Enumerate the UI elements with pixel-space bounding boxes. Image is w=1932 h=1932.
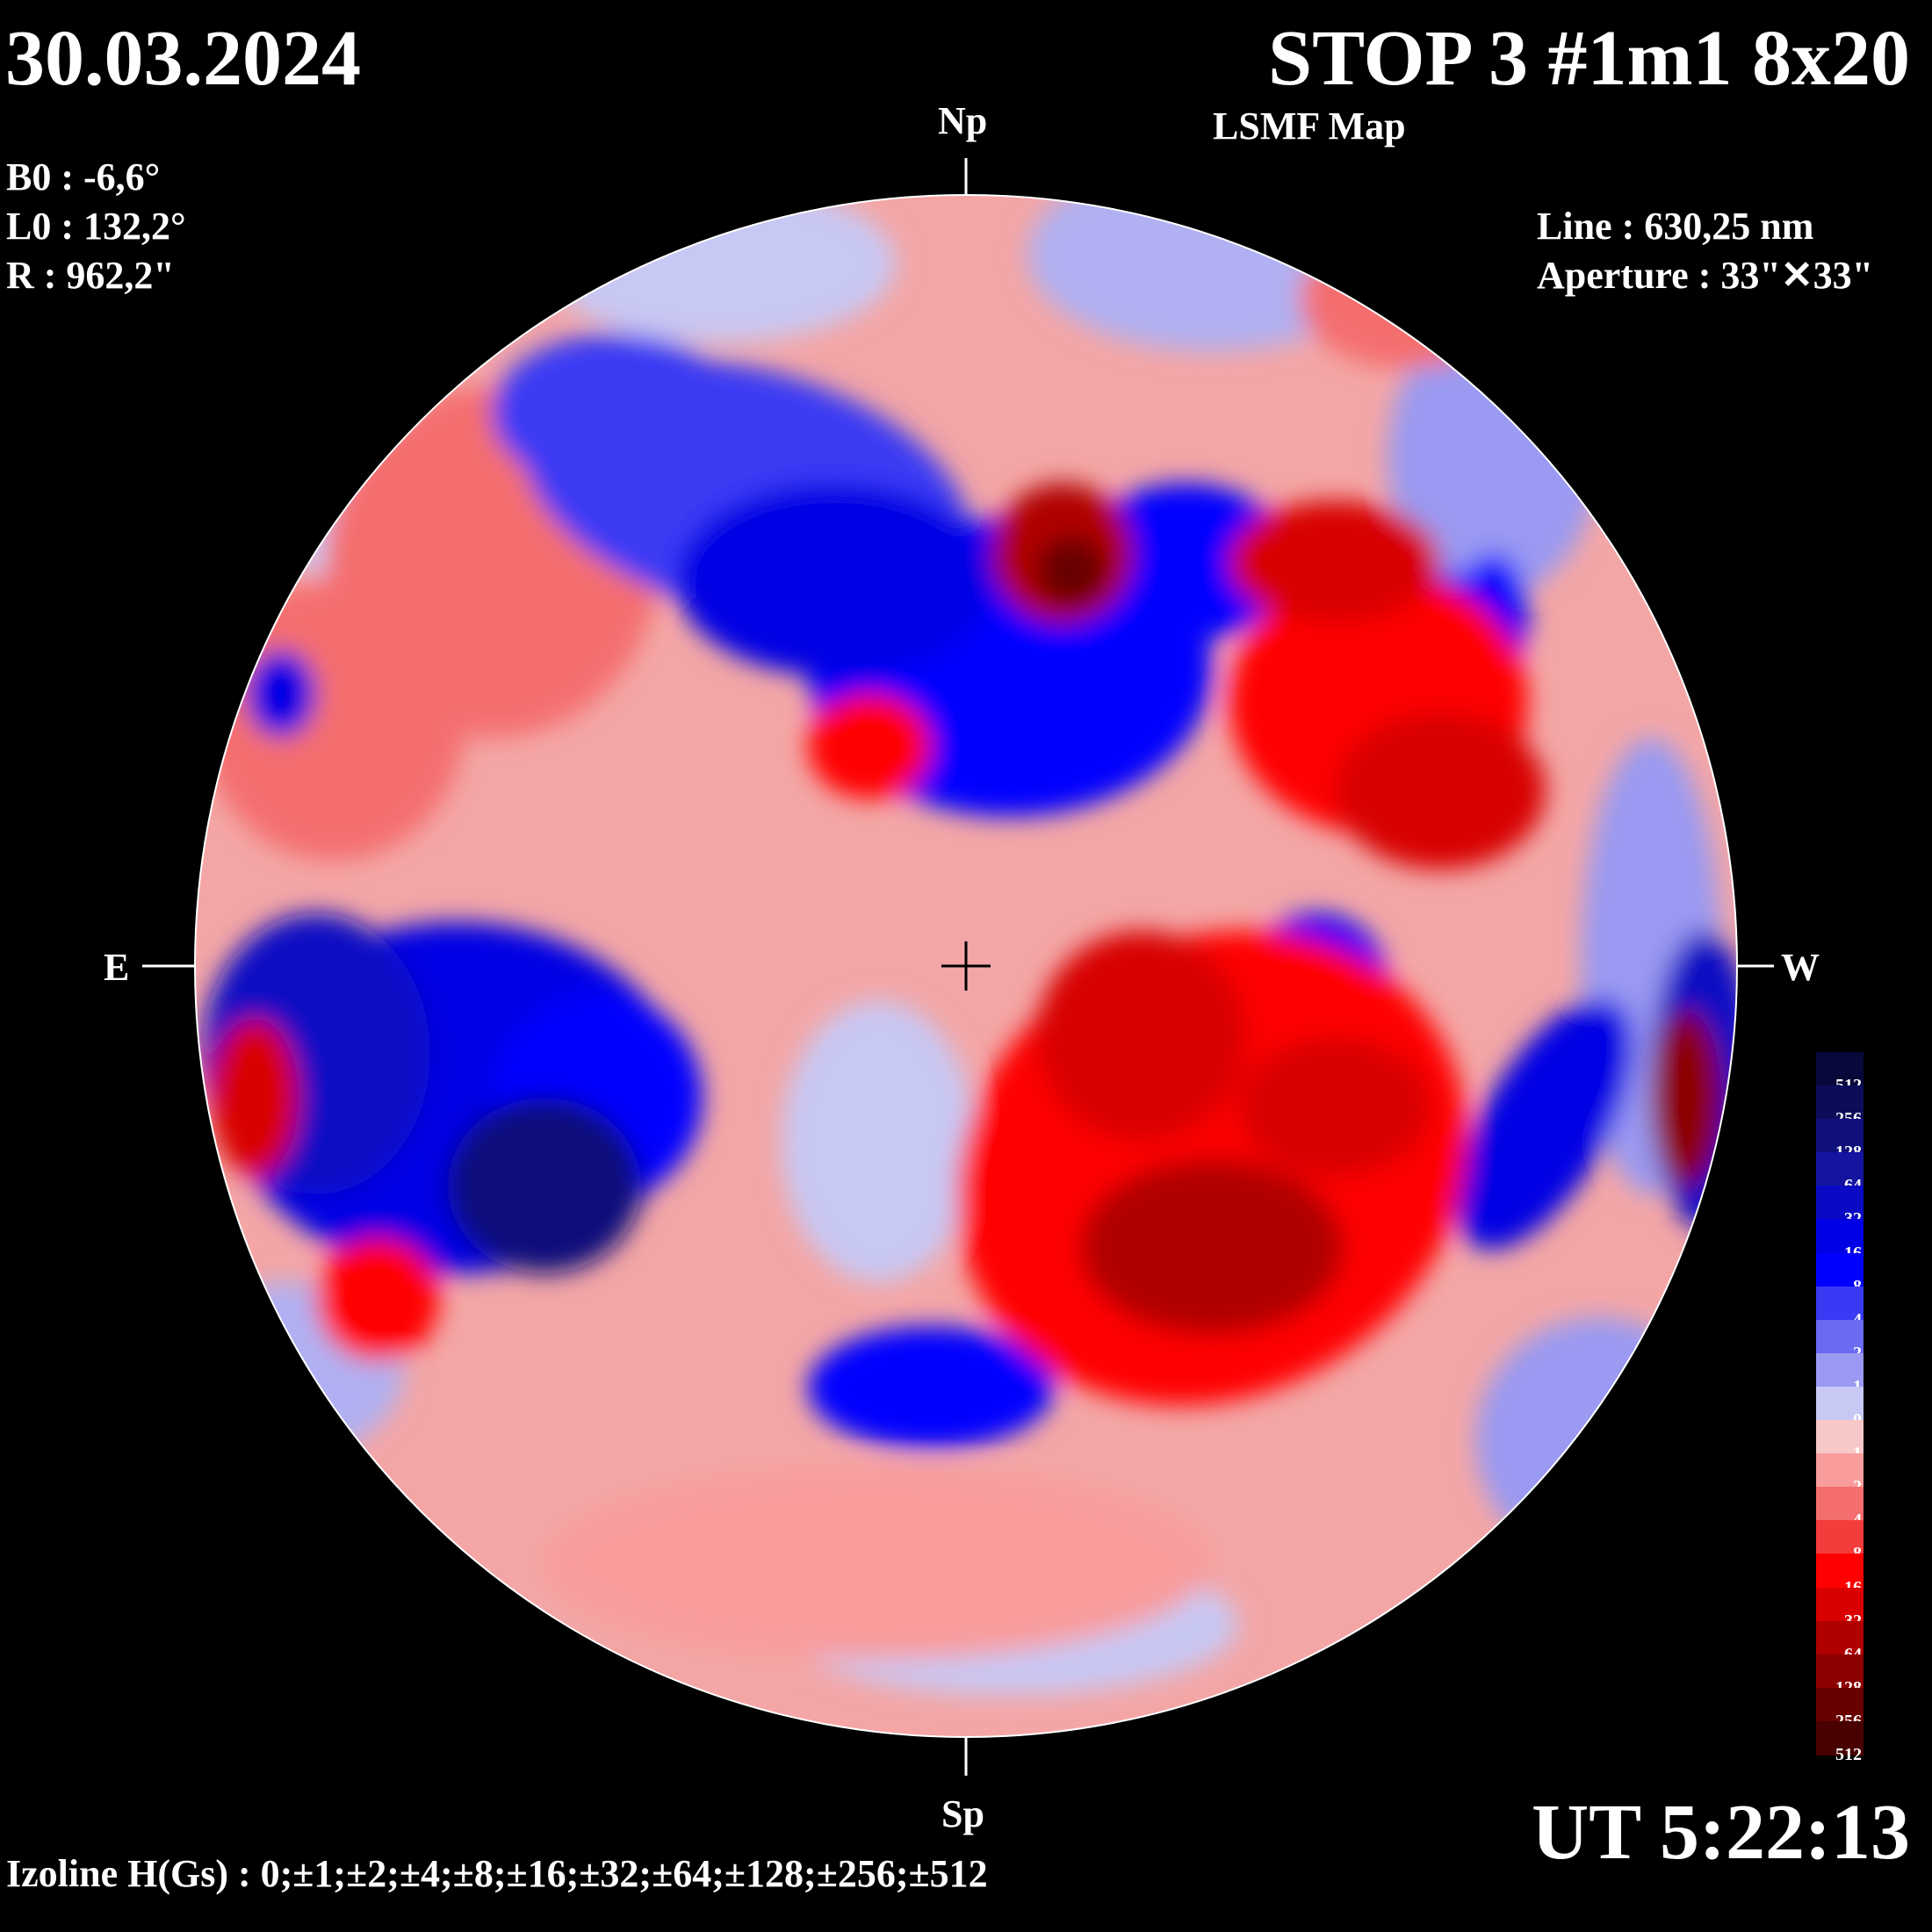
scale-swatch — [1816, 1554, 1864, 1589]
scale-swatch — [1816, 1687, 1864, 1722]
param-b0: B0 : -6,6° — [6, 155, 161, 198]
map-title: STOP 3 #1m1 8x20 — [1268, 15, 1910, 102]
scale-swatch — [1816, 1252, 1864, 1287]
scale-swatch — [1816, 1520, 1864, 1555]
scale-swatch — [1816, 1052, 1864, 1087]
param-l0: L0 : 132,2° — [6, 205, 186, 248]
scale-swatch — [1816, 1085, 1864, 1121]
color-scale: -512-256-128-64-32-16-8-4-2-101248163264… — [1816, 1052, 1864, 1763]
scale-label: 512 — [1835, 1745, 1862, 1764]
direction-north: Np — [938, 99, 988, 142]
direction-west: W — [1781, 946, 1820, 989]
center-crosshair — [941, 941, 991, 991]
scale-swatch — [1816, 1219, 1864, 1254]
scale-swatch — [1816, 1186, 1864, 1221]
observation-time: UT 5:22:13 — [1532, 1789, 1910, 1876]
scale-swatch — [1816, 1386, 1864, 1422]
scale-swatch — [1816, 1119, 1864, 1154]
map-subtitle: LSMF Map — [1213, 105, 1406, 148]
scale-swatch — [1816, 1319, 1864, 1354]
izoline-legend: Izoline H(Gs) : 0;±1;±2;±4;±8;±16;±32;±6… — [6, 1852, 988, 1895]
direction-south: Sp — [941, 1792, 984, 1835]
axis-ticks — [142, 158, 1774, 1776]
instrument-aperture: Aperture : 33"✕33" — [1537, 254, 1874, 297]
param-r: R : 962,2" — [6, 254, 175, 297]
scale-swatch — [1816, 1152, 1864, 1187]
instrument-line: Line : 630,25 nm — [1537, 205, 1814, 248]
scale-swatch — [1816, 1286, 1864, 1321]
scale-swatch — [1816, 1720, 1864, 1755]
observation-date: 30.03.2024 — [5, 15, 361, 102]
scale-swatch — [1816, 1352, 1864, 1388]
scale-swatch — [1816, 1654, 1864, 1689]
scale-swatch — [1816, 1453, 1864, 1489]
scale-swatch — [1816, 1587, 1864, 1622]
scale-swatch — [1816, 1487, 1864, 1522]
scale-swatch — [1816, 1420, 1864, 1455]
scale-swatch — [1816, 1620, 1864, 1655]
direction-east: E — [104, 946, 130, 989]
